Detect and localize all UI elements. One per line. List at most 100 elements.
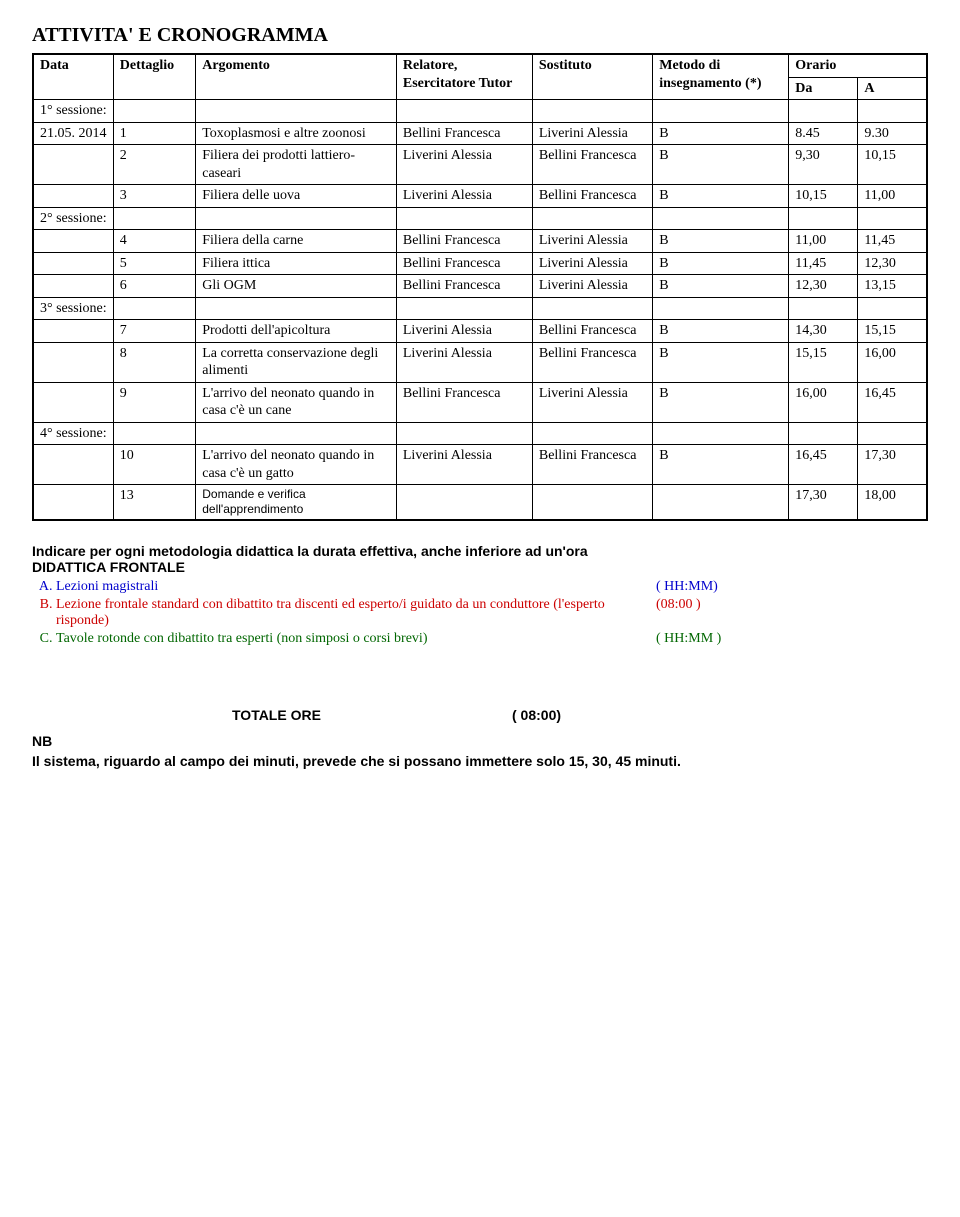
cell-to: 18,00 — [858, 485, 927, 521]
cell-date — [33, 445, 113, 485]
cell-number: 3 — [113, 185, 195, 208]
cell-speaker: Liverini Alessia — [396, 320, 532, 343]
cell-speaker: Bellini Francesca — [396, 122, 532, 145]
cell-method: B — [653, 342, 789, 382]
nb-text: Il sistema, riguardo al campo dei minuti… — [32, 753, 681, 769]
cell-to: 9.30 — [858, 122, 927, 145]
note-line2: DIDATTICA FRONTALE — [32, 559, 928, 575]
th-orario: Orario — [789, 54, 927, 77]
cell-number: 7 — [113, 320, 195, 343]
cell-topic: La corretta conservazione degli alimenti — [196, 342, 397, 382]
cell-method: B — [653, 445, 789, 485]
cell-topic: Domande e verifica dell'apprendimento — [196, 485, 397, 521]
method-item: Lezioni magistrali( HH:MM) — [56, 579, 928, 595]
cell-from: 14,30 — [789, 320, 858, 343]
cell-speaker: Bellini Francesca — [396, 252, 532, 275]
cell-from: 11,45 — [789, 252, 858, 275]
cell-date — [33, 252, 113, 275]
cell-number: 5 — [113, 252, 195, 275]
note-line1: Indicare per ogni metodologia didattica … — [32, 543, 928, 559]
cell-method: B — [653, 122, 789, 145]
cell-method: B — [653, 145, 789, 185]
cell-number: 13 — [113, 485, 195, 521]
cell-to: 16,00 — [858, 342, 927, 382]
th-relatore: Relatore, Esercitatore Tutor — [396, 54, 532, 100]
session-label: 4° sessione: — [33, 422, 113, 445]
cell-to: 15,15 — [858, 320, 927, 343]
cell-to: 16,45 — [858, 382, 927, 422]
cell-topic: Filiera della carne — [196, 230, 397, 253]
cell-substitute: Bellini Francesca — [532, 185, 652, 208]
cell-substitute: Liverini Alessia — [532, 382, 652, 422]
cell-from: 10,15 — [789, 185, 858, 208]
cell-number: 8 — [113, 342, 195, 382]
method-item: Tavole rotonde con dibattito tra esperti… — [56, 631, 928, 647]
cell-number: 6 — [113, 275, 195, 298]
cell-topic: Filiera ittica — [196, 252, 397, 275]
cell-topic: Toxoplasmosi e altre zoonosi — [196, 122, 397, 145]
cell-substitute: Bellini Francesca — [532, 445, 652, 485]
cell-substitute: Bellini Francesca — [532, 342, 652, 382]
cell-method: B — [653, 382, 789, 422]
cell-substitute: Liverini Alessia — [532, 275, 652, 298]
cell-number: 2 — [113, 145, 195, 185]
page-title: ATTIVITA' E CRONOGRAMMA — [32, 24, 928, 47]
cell-substitute: Bellini Francesca — [532, 320, 652, 343]
cell-method: B — [653, 275, 789, 298]
cell-speaker: Bellini Francesca — [396, 382, 532, 422]
cell-from: 16,45 — [789, 445, 858, 485]
th-metodo: Metodo di insegnamento (*) — [653, 54, 789, 100]
cell-from: 15,15 — [789, 342, 858, 382]
cell-topic: L'arrivo del neonato quando in casa c'è … — [196, 382, 397, 422]
cell-from: 16,00 — [789, 382, 858, 422]
cell-speaker: Liverini Alessia — [396, 445, 532, 485]
th-a: A — [858, 77, 927, 100]
cell-to: 10,15 — [858, 145, 927, 185]
cell-speaker: Liverini Alessia — [396, 145, 532, 185]
cell-date — [33, 320, 113, 343]
th-argomento: Argomento — [196, 54, 397, 100]
nb-prefix: NB — [32, 733, 52, 749]
cell-method: B — [653, 230, 789, 253]
cell-date — [33, 185, 113, 208]
cell-from: 9,30 — [789, 145, 858, 185]
cell-topic: Filiera dei prodotti lattiero-caseari — [196, 145, 397, 185]
cell-date: 21.05. 2014 — [33, 122, 113, 145]
totale-label: TOTALE ORE — [232, 707, 512, 723]
methods-list: Lezioni magistrali( HH:MM) Lezione fronta… — [56, 579, 928, 647]
session-label: 2° sessione: — [33, 207, 113, 230]
totale-block: TOTALE ORE ( 08:00) NB Il sistema, rigua… — [32, 707, 928, 769]
cell-number: 9 — [113, 382, 195, 422]
cell-method: B — [653, 252, 789, 275]
th-data: Data — [33, 54, 113, 100]
cell-to: 17,30 — [858, 445, 927, 485]
cell-speaker: Liverini Alessia — [396, 342, 532, 382]
cell-from: 8.45 — [789, 122, 858, 145]
cell-to: 11,45 — [858, 230, 927, 253]
cell-substitute: Bellini Francesca — [532, 145, 652, 185]
cell-speaker: Bellini Francesca — [396, 230, 532, 253]
cell-date — [33, 342, 113, 382]
cell-to: 11,00 — [858, 185, 927, 208]
method-item: Lezione frontale standard con dibattito … — [56, 597, 928, 629]
cell-to: 13,15 — [858, 275, 927, 298]
cell-date — [33, 230, 113, 253]
cell-speaker: Bellini Francesca — [396, 275, 532, 298]
cell-number: 4 — [113, 230, 195, 253]
cell-from: 17,30 — [789, 485, 858, 521]
cell-substitute: Liverini Alessia — [532, 122, 652, 145]
th-dettaglio: Dettaglio — [113, 54, 195, 100]
totale-value: ( 08:00) — [512, 707, 561, 723]
cell-topic: L'arrivo del neonato quando in casa c'è … — [196, 445, 397, 485]
cell-substitute: Liverini Alessia — [532, 230, 652, 253]
cell-date — [33, 145, 113, 185]
cell-topic: Prodotti dell'apicoltura — [196, 320, 397, 343]
cell-method: B — [653, 320, 789, 343]
cell-number: 1 — [113, 122, 195, 145]
cell-number: 10 — [113, 445, 195, 485]
cell-from: 12,30 — [789, 275, 858, 298]
session-label: 3° sessione: — [33, 297, 113, 320]
schedule-table: Data Dettaglio Argomento Relatore, Eserc… — [32, 53, 928, 521]
cell-speaker: Liverini Alessia — [396, 185, 532, 208]
cell-to: 12,30 — [858, 252, 927, 275]
